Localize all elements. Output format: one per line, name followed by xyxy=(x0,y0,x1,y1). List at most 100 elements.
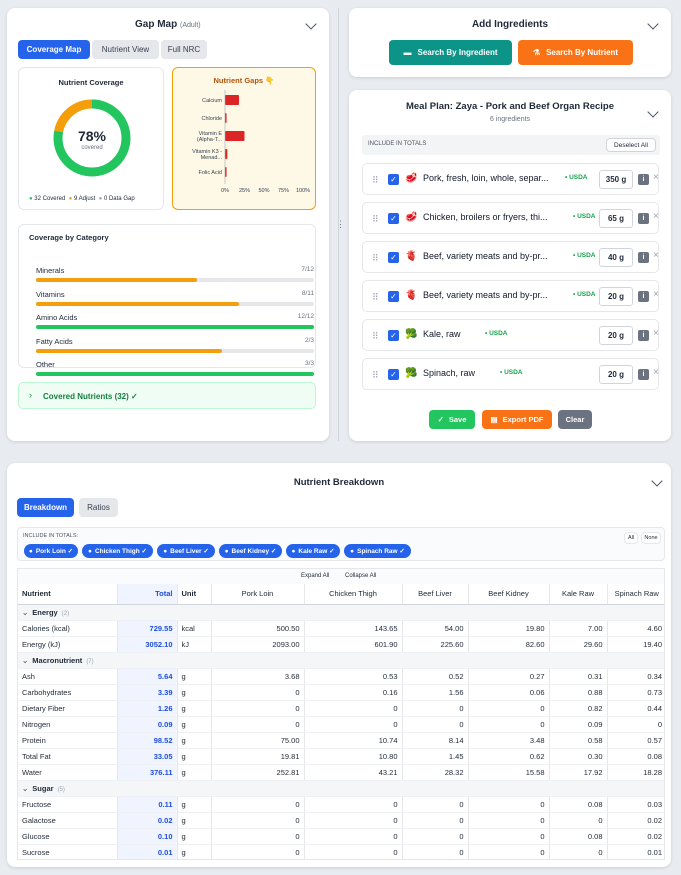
include-header: INCLUDE IN TOTALS Deselect All xyxy=(362,135,660,155)
info-icon[interactable]: i xyxy=(638,213,649,224)
remove-icon[interactable]: × xyxy=(653,172,659,183)
save-button[interactable]: ✓ Save xyxy=(429,410,475,429)
info-icon[interactable]: i xyxy=(638,174,649,185)
include-checkbox[interactable]: ✓ xyxy=(388,174,399,185)
gap-bar[interactable] xyxy=(225,131,245,141)
info-icon[interactable]: i xyxy=(638,369,649,380)
nutrient-coverage-title: Nutrient Coverage xyxy=(58,78,124,87)
group-cell[interactable]: ⌄ Energy (2) xyxy=(18,604,664,621)
grams-input[interactable]: 40 g xyxy=(599,248,633,267)
info-icon[interactable]: i xyxy=(638,330,649,341)
clear-button[interactable]: Clear xyxy=(558,410,592,429)
grams-input[interactable]: 65 g xyxy=(599,209,633,228)
remove-icon[interactable]: × xyxy=(653,367,659,378)
chip-label: Kale Raw ✓ xyxy=(298,548,335,555)
remove-icon[interactable]: × xyxy=(653,328,659,339)
drag-handle-icon[interactable]: ⠿ xyxy=(372,370,379,380)
usda-badge: • USDA xyxy=(485,330,508,337)
food-icon: 🫀 xyxy=(405,251,418,262)
export-pdf-button[interactable]: ▤ Export PDF xyxy=(482,410,552,429)
group-count: (2) xyxy=(61,610,70,617)
drag-handle-icon[interactable]: ⠿ xyxy=(372,253,379,263)
group-cell[interactable]: ⌄ Sugar (5) xyxy=(18,780,664,797)
include-checkbox[interactable]: ✓ xyxy=(388,252,399,263)
column-header[interactable]: Nutrient xyxy=(18,584,117,605)
category-count: 7/12 xyxy=(301,266,314,273)
grams-input[interactable]: 20 g xyxy=(599,365,633,384)
info-icon[interactable]: i xyxy=(638,252,649,263)
ingredient-name[interactable]: Spinach, raw xyxy=(423,368,476,378)
collapse-all-button[interactable]: Collapse All xyxy=(345,573,377,579)
total-cell: 33.05 xyxy=(116,748,177,765)
ingredient-name[interactable]: Pork, fresh, loin, whole, separ... xyxy=(423,173,549,183)
chevron-down-icon[interactable] xyxy=(305,18,317,30)
tab-coverage-map[interactable]: Coverage Map xyxy=(18,40,90,59)
gap-bar[interactable] xyxy=(225,167,227,177)
column-header[interactable]: Total xyxy=(116,584,177,605)
gap-bar[interactable] xyxy=(225,95,240,105)
include-checkbox[interactable]: ✓ xyxy=(388,213,399,224)
info-icon[interactable]: i xyxy=(638,291,649,302)
usda-badge: • USDA xyxy=(573,291,596,298)
ingredient-name[interactable]: Beef, variety meats and by-pr... xyxy=(423,251,548,261)
column-header[interactable]: Pork Loin xyxy=(210,584,304,605)
ingredient-chip[interactable]: ● Spinach Raw ✓ xyxy=(344,544,411,558)
include-checkbox[interactable]: ✓ xyxy=(388,330,399,341)
value-cell: 0 xyxy=(548,812,607,829)
remove-icon[interactable]: × xyxy=(653,289,659,300)
tab-full-nrc[interactable]: Full NRC xyxy=(161,40,207,59)
value-cell: 75.00 xyxy=(210,732,304,749)
gap-label-line2: Menad... xyxy=(201,155,223,161)
ingredient-chip[interactable]: ● Kale Raw ✓ xyxy=(286,544,340,558)
tab-nutrient-view[interactable]: Nutrient View xyxy=(92,40,159,59)
chevron-down-icon: ⌄ xyxy=(22,607,29,617)
tab-breakdown[interactable]: Breakdown xyxy=(17,498,74,517)
group-cell[interactable]: ⌄ Macronutrient (7) xyxy=(18,652,664,669)
deselect-all-button[interactable]: Deselect All xyxy=(606,138,656,152)
grams-input[interactable]: 350 g xyxy=(599,170,633,189)
search-by-nutrient-button[interactable]: ⚗ Search By Nutrient xyxy=(518,40,633,65)
column-header[interactable]: Beef Kidney xyxy=(467,584,549,605)
group-row[interactable]: ⌄ Energy (2) xyxy=(18,604,664,621)
gap-bar[interactable] xyxy=(225,113,227,123)
drag-handle-icon[interactable]: ⠿ xyxy=(372,292,379,302)
include-checkbox[interactable]: ✓ xyxy=(388,291,399,302)
splitter-handle[interactable]: ⋮ xyxy=(336,8,345,441)
ingredient-chip[interactable]: ● Beef Liver ✓ xyxy=(157,544,215,558)
covered-nutrients-toggle[interactable]: › Covered Nutrients (32) ✓ xyxy=(18,382,316,409)
column-header[interactable]: Spinach Raw xyxy=(606,584,664,605)
column-header[interactable]: Kale Raw xyxy=(548,584,607,605)
remove-icon[interactable]: × xyxy=(653,211,659,222)
column-header[interactable]: Unit xyxy=(176,584,211,605)
drag-handle-icon[interactable]: ⠿ xyxy=(372,214,379,224)
remove-icon[interactable]: × xyxy=(653,250,659,261)
table-row: Total Fat 33.05 g 19.81 10.80 1.45 0.62 0.30 0.0… xyxy=(18,748,664,765)
ingredient-chip[interactable]: ● Pork Loin ✓ xyxy=(24,544,78,558)
none-button[interactable]: None xyxy=(641,532,661,544)
search-by-ingredient-button[interactable]: ▬ Search By Ingredient xyxy=(389,40,512,65)
gap-bar[interactable] xyxy=(225,149,228,159)
group-row[interactable]: ⌄ Sugar (5) xyxy=(18,780,664,797)
ingredient-chip[interactable]: ● Chicken Thigh ✓ xyxy=(82,544,153,558)
value-cell: 10.74 xyxy=(303,732,402,749)
ingredient-name[interactable]: Beef, variety meats and by-pr... xyxy=(423,290,548,300)
include-checkbox[interactable]: ✓ xyxy=(388,369,399,380)
ingredient-chip[interactable]: ● Beef Kidney ✓ xyxy=(219,544,282,558)
drag-handle-icon[interactable]: ⠿ xyxy=(372,175,379,185)
ingredient-name[interactable]: Kale, raw xyxy=(423,329,461,339)
grams-input[interactable]: 20 g xyxy=(599,326,633,345)
column-header[interactable]: Chicken Thigh xyxy=(303,584,402,605)
ingredient-name[interactable]: Chicken, broilers or fryers, thi... xyxy=(423,212,548,222)
save-label: Save xyxy=(448,415,467,424)
tab-ratios[interactable]: Ratios xyxy=(79,498,118,517)
expand-all-button[interactable]: Expand All xyxy=(301,573,330,579)
grams-input[interactable]: 20 g xyxy=(599,287,633,306)
all-button[interactable]: All xyxy=(624,532,638,544)
column-header[interactable]: Beef Liver xyxy=(401,584,468,605)
drag-handle-icon[interactable]: ⠿ xyxy=(372,331,379,341)
group-row[interactable]: ⌄ Macronutrient (7) xyxy=(18,652,664,669)
flask-icon: ⚗ xyxy=(532,48,541,57)
category-row: Vitamins 8/11 xyxy=(36,290,314,308)
breakdown-table-wrap: Nutrient Total Unit Pork Loin Chicken Thigh B… xyxy=(17,584,665,860)
ingredient-row: ⠿ ✓ 🥦 Kale, raw • USDA 20 g i × xyxy=(362,319,659,351)
